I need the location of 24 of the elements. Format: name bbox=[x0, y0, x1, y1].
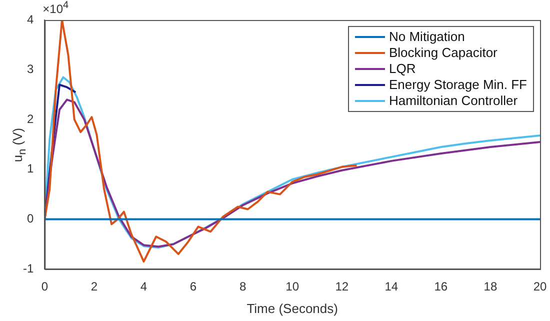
x-tick-label: 0 bbox=[41, 280, 48, 294]
x-tick-label: 12 bbox=[335, 280, 349, 294]
y-tick-label: 4 bbox=[26, 12, 34, 26]
x-tick-label: 6 bbox=[190, 280, 197, 294]
x-tick-label: 4 bbox=[140, 280, 148, 294]
legend-label: Energy Storage Min. FF bbox=[389, 77, 527, 93]
y-tick-label: 0 bbox=[26, 212, 34, 226]
y-tick-label: 3 bbox=[26, 62, 34, 76]
legend-label: Blocking Capacitor bbox=[389, 45, 498, 61]
x-tick-label: 20 bbox=[533, 280, 547, 294]
x-tick-label: 18 bbox=[484, 280, 498, 294]
y-tick-label: -1 bbox=[23, 261, 34, 276]
x-axis-title: Time (Seconds) bbox=[246, 300, 338, 316]
x-tick-label: 10 bbox=[286, 280, 300, 294]
legend-label: No Mitigation bbox=[389, 29, 465, 45]
legend-label: Hamiltonian Controller bbox=[389, 93, 518, 109]
y-tick-label: 1 bbox=[26, 162, 34, 176]
x-tick-label: 14 bbox=[384, 280, 398, 294]
x-tick-label: 8 bbox=[239, 280, 246, 294]
x-tick-label: 16 bbox=[434, 280, 448, 294]
x-tick-label: 2 bbox=[90, 280, 98, 294]
text: ×10$^{4}$ bbox=[42, 0, 69, 16]
y-tick-label: 2 bbox=[26, 112, 34, 126]
legend-label: LQR bbox=[389, 61, 416, 77]
